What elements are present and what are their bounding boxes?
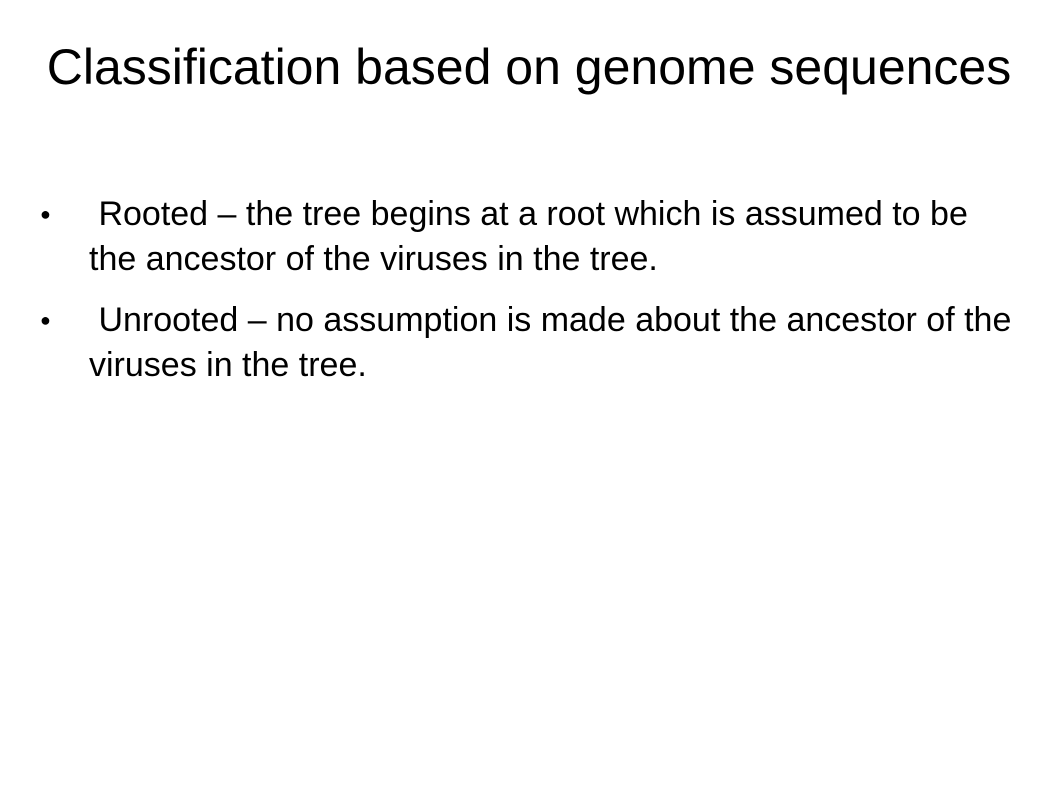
bullet-item-rooted: ● Rooted – the tree begins at a root whi… bbox=[40, 192, 1020, 282]
bullet-point-icon: ● bbox=[40, 204, 51, 224]
bullet-text: Rooted – the tree begins at a root which… bbox=[89, 195, 978, 278]
bullet-point-icon: ● bbox=[40, 310, 51, 330]
bullet-list: ● Rooted – the tree begins at a root whi… bbox=[40, 192, 1020, 404]
slide-title: Classification based on genome sequences bbox=[46, 39, 1012, 95]
bullet-item-unrooted: ● Unrooted – no assumption is made about… bbox=[40, 298, 1020, 388]
bullet-text: Unrooted – no assumption is made about t… bbox=[89, 301, 1021, 384]
